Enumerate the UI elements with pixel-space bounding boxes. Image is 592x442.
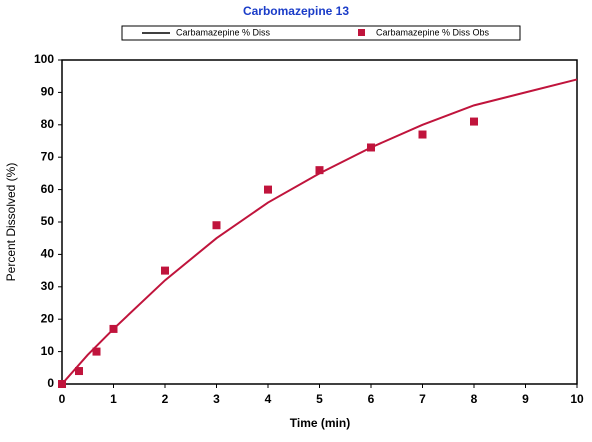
x-tick-label: 0 xyxy=(59,392,66,406)
y-tick-label: 50 xyxy=(41,214,55,228)
plot-area xyxy=(61,59,578,385)
chart-title: Carbomazepine 13 xyxy=(243,4,349,18)
x-tick-label: 10 xyxy=(570,392,584,406)
legend-marker xyxy=(358,29,365,36)
x-axis-label: Time (min) xyxy=(290,416,350,430)
y-tick-label: 70 xyxy=(41,149,55,163)
x-tick-label: 5 xyxy=(316,392,323,406)
y-tick-label: 0 xyxy=(47,376,54,390)
x-tick-label: 2 xyxy=(162,392,169,406)
data-point xyxy=(161,266,169,275)
legend-label: Carbamazepine % Diss xyxy=(176,27,271,37)
y-axis-label: Percent Dissolved (%) xyxy=(4,163,18,282)
data-point xyxy=(470,117,478,126)
x-tick-label: 6 xyxy=(368,392,375,406)
data-point xyxy=(264,185,272,194)
legend-label: Carbamazepine % Diss Obs xyxy=(376,27,490,37)
data-point xyxy=(58,380,66,388)
data-point xyxy=(367,143,375,152)
data-point xyxy=(315,166,324,175)
data-point xyxy=(418,130,427,139)
x-tick-label: 3 xyxy=(213,392,220,406)
data-point xyxy=(212,221,221,230)
x-tick-label: 4 xyxy=(265,392,272,406)
x-tick-label: 8 xyxy=(471,392,478,406)
series-line xyxy=(61,78,578,385)
x-tick-label: 1 xyxy=(110,392,117,406)
x-tick-label: 9 xyxy=(522,392,529,406)
y-tick-label: 90 xyxy=(41,85,55,99)
x-tick-label: 7 xyxy=(419,392,426,406)
y-tick-label: 20 xyxy=(41,311,55,325)
y-tick-label: 100 xyxy=(34,52,54,66)
y-tick-label: 40 xyxy=(41,247,55,261)
y-tick-label: 80 xyxy=(41,117,55,131)
y-tick-label: 10 xyxy=(41,344,55,358)
legend xyxy=(121,25,521,41)
y-tick-label: 60 xyxy=(41,182,55,196)
y-tick-label: 30 xyxy=(41,279,55,293)
data-point xyxy=(74,367,83,376)
data-point xyxy=(92,347,101,356)
data-point xyxy=(109,324,118,333)
